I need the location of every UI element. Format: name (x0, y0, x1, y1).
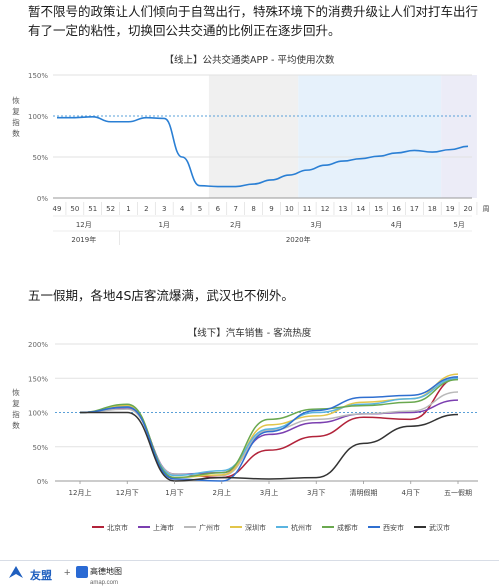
chart1-ylabel-char: 恢 (12, 95, 20, 105)
chart2-xtick: 4月下 (402, 489, 420, 497)
chart1-xtick: 2 (144, 205, 148, 213)
chart1-xtick: 13 (338, 205, 347, 213)
chart1-year-label: 2020年 (286, 235, 311, 244)
chart2-series-line-深圳市 (79, 373, 459, 479)
chart1-month-label: 12月 (76, 221, 92, 229)
chart2-ytick: 150% (28, 375, 48, 383)
chart2-series-line-成都市 (79, 378, 459, 479)
chart1-month-label: 4月 (391, 221, 402, 229)
chart2-series-line-西安市 (79, 376, 459, 482)
chart1-xtick: 9 (269, 205, 273, 213)
chart2-ylabel-char: 指 (12, 409, 20, 419)
chart1-ylabel-char: 数 (12, 128, 20, 138)
chart2-ytick: 200% (28, 341, 48, 349)
chart1-xtick: 20 (464, 205, 473, 213)
chart2-series-line-武汉市 (80, 411, 459, 482)
chart2-legend-label: 深圳市 (245, 523, 266, 532)
chart2-ylabel-char: 数 (12, 420, 20, 430)
chart1-ylabel-char: 复 (12, 106, 20, 116)
chart1-month-label: 1月 (158, 221, 169, 229)
chart2-title: 【线下】汽车销售 - 客流热度 (187, 328, 312, 339)
chart2-xtick: 1月下 (165, 489, 183, 497)
chart1-xtick: 11 (303, 205, 312, 213)
chart1-xtick: 7 (233, 205, 237, 213)
chart2-ylabel-char: 复 (12, 398, 20, 408)
chart1-xtick: 49 (53, 205, 62, 213)
chart2-xtick: 2月上 (213, 488, 231, 497)
footer: 友盟 + 高德地图 amap.com (0, 560, 499, 586)
chart1-xtick: 10 (285, 205, 294, 213)
chart1-xtick: 14 (356, 205, 365, 213)
chart1-month-label: 5月 (453, 221, 464, 229)
chart1-year-label: 2019年 (71, 235, 96, 244)
chart1-ytick: 0% (37, 195, 48, 203)
chart2-legend-label: 西安市 (383, 523, 404, 532)
chart1-xtick: 19 (446, 205, 455, 213)
chart1-xtick: 12 (321, 205, 330, 213)
chart1-band-2 (441, 75, 477, 198)
amap-logo-icon (76, 566, 88, 578)
chart2-xtick: 清明假期 (350, 488, 378, 497)
chart2-legend-label: 广州市 (199, 523, 220, 532)
chart1-xtick: 51 (88, 205, 97, 213)
chart1-ylabel-char: 指 (12, 117, 20, 127)
chart2-xtick: 3月下 (307, 489, 325, 497)
chart2-xtick: 五一假期 (444, 488, 472, 497)
umeng-logo-icon (9, 566, 23, 578)
chart2-legend-label: 北京市 (107, 523, 128, 532)
chart1-xtick: 18 (428, 205, 437, 213)
chart1-series-line (57, 116, 469, 188)
chart1-xunit: 周 (483, 205, 490, 213)
chart1-xtick: 6 (216, 205, 221, 213)
umeng-brand: 友盟 (30, 570, 52, 582)
chart1-xtick: 17 (410, 205, 419, 213)
chart1-xtick: 5 (198, 205, 202, 213)
chart2-xtick: 12月上 (69, 488, 92, 497)
chart1-month-label: 2月 (230, 221, 241, 229)
chart1-ytick: 50% (32, 154, 48, 162)
chart1-xtick: 1 (126, 205, 130, 213)
amap-brand-name: 高德地图 (90, 567, 122, 576)
chart2-ytick: 50% (32, 444, 48, 452)
brand-plus: + (64, 567, 71, 579)
chart1-xtick: 52 (106, 205, 115, 213)
chart1-xtick: 3 (162, 205, 166, 213)
chart1-xtick: 4 (180, 205, 185, 213)
chart2-legend-label: 上海市 (153, 523, 174, 532)
chart1-xtick: 16 (392, 205, 401, 213)
chart2-ylabel-char: 恢 (12, 387, 20, 397)
amap-brand: 高德地图 amap.com (90, 566, 122, 586)
chart1-ytick: 100% (28, 113, 48, 121)
chart2-ytick: 0% (37, 478, 48, 486)
chart1-title: 【线上】公共交通类APP - 平均使用次数 (164, 55, 335, 66)
amap-brand-sub: amap.com (90, 580, 119, 586)
chart2-legend-label: 成都市 (337, 523, 358, 532)
chart1-band-0 (208, 75, 299, 198)
chart2-xtick: 3月上 (260, 488, 278, 497)
chart1-band-1 (298, 75, 442, 198)
chart1-xtick: 50 (70, 205, 79, 213)
intro-paragraph: 暂不限号的政策让人们倾向于自驾出行，特殊环境下的消费升级让人们对打车出行有了一定… (28, 4, 479, 38)
chart1-month-label: 3月 (310, 221, 321, 229)
chart1-xtick: 15 (374, 205, 383, 213)
chart1-ytick: 150% (28, 72, 48, 80)
chart2-legend-label: 武汉市 (429, 523, 450, 532)
chart1-xtick: 8 (251, 205, 255, 213)
chart2-xtick: 12月下 (116, 489, 139, 497)
chart2-legend-label: 杭州市 (291, 523, 312, 532)
section-paragraph: 五一假期，各地4S店客流爆满，武汉也不例外。 (28, 288, 294, 303)
chart2-ytick: 100% (28, 410, 48, 418)
